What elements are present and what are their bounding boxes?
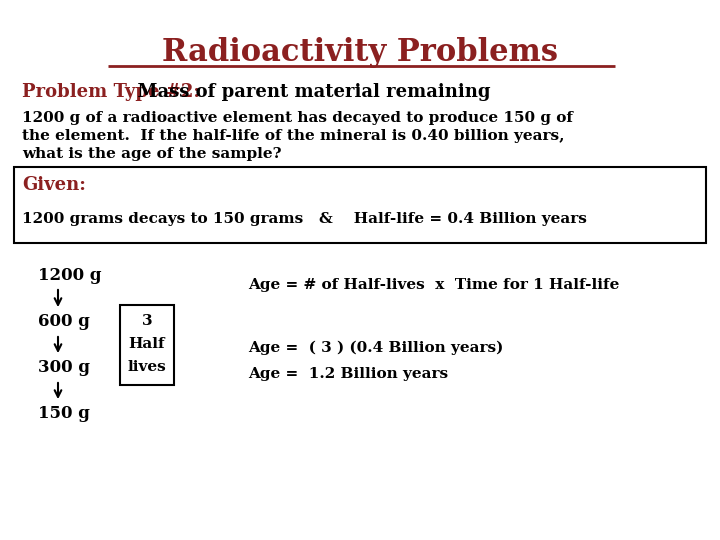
Text: 300 g: 300 g bbox=[38, 360, 90, 376]
Text: Age = # of Half-lives  x  Time for 1 Half-life: Age = # of Half-lives x Time for 1 Half-… bbox=[248, 278, 619, 292]
Text: the element.  If the half-life of the mineral is 0.40 billion years,: the element. If the half-life of the min… bbox=[22, 129, 564, 143]
Text: Age =  1.2 Billion years: Age = 1.2 Billion years bbox=[248, 367, 448, 381]
Text: Mass of parent material remaining: Mass of parent material remaining bbox=[125, 83, 490, 101]
Text: what is the age of the sample?: what is the age of the sample? bbox=[22, 147, 282, 161]
Text: 1200 grams decays to 150 grams   &    Half-life = 0.4 Billion years: 1200 grams decays to 150 grams & Half-li… bbox=[22, 212, 587, 226]
Text: Age =  ( 3 ) (0.4 Billion years): Age = ( 3 ) (0.4 Billion years) bbox=[248, 341, 503, 355]
Text: Given:: Given: bbox=[22, 176, 86, 194]
Bar bbox=[14, 167, 706, 243]
Text: 150 g: 150 g bbox=[38, 406, 90, 422]
Text: Radioactivity Problems: Radioactivity Problems bbox=[162, 37, 558, 68]
Text: 1200 g of a radioactive element has decayed to produce 150 g of: 1200 g of a radioactive element has deca… bbox=[22, 111, 573, 125]
Text: 3: 3 bbox=[142, 314, 153, 328]
Text: 600 g: 600 g bbox=[38, 314, 90, 330]
Text: lives: lives bbox=[127, 360, 166, 374]
Text: 1200 g: 1200 g bbox=[38, 267, 102, 284]
Bar bbox=[120, 305, 174, 385]
Text: Problem Type #2:: Problem Type #2: bbox=[22, 83, 200, 101]
Text: Half: Half bbox=[129, 337, 166, 351]
